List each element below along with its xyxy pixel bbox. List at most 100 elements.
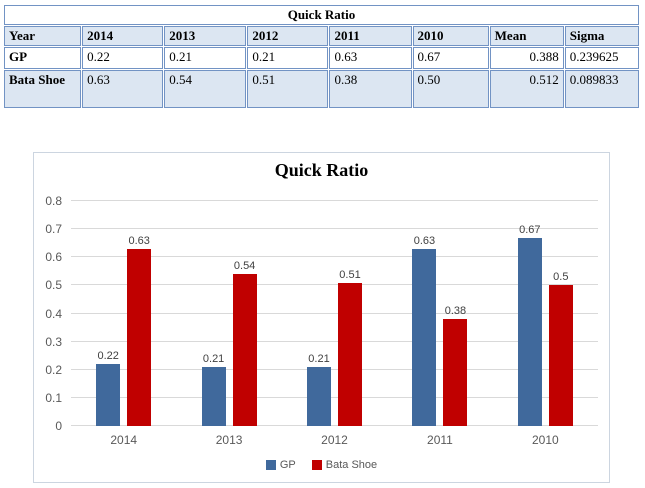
bar-gp	[412, 248, 437, 426]
table-title: Quick Ratio	[4, 5, 639, 25]
bar-group: 0.63 0.38	[387, 201, 492, 426]
cell-bata-mean: 0.512	[489, 70, 564, 108]
cell-bata-2014: 0.63	[82, 70, 164, 108]
bar-bata-shoe	[127, 248, 152, 426]
gridline	[71, 340, 598, 342]
x-tick-label: 2014	[110, 433, 138, 447]
y-tick-label: 0.3	[45, 334, 62, 349]
y-axis-labels: 0 0.1 0.2 0.3 0.4 0.5 0.6 0.7 0.8	[34, 195, 62, 432]
bar-column: 0.5	[548, 201, 573, 426]
legend-item-gp: GP	[265, 459, 296, 471]
bar-value-label: 0.5	[553, 271, 569, 284]
cell-bata-2010: 0.50	[412, 70, 489, 108]
bar-group: 0.21 0.51	[282, 201, 387, 426]
bar-gp	[517, 237, 542, 426]
table-row-bata-shoe: Bata Shoe 0.63 0.54 0.51 0.38 0.50 0.512…	[4, 70, 639, 108]
y-tick-label: 0.6	[45, 250, 62, 265]
x-tick-label: 2013	[215, 433, 243, 447]
chart-legend: GP Bata Shoe	[34, 459, 609, 471]
bar-group: 0.21 0.54	[176, 201, 281, 426]
header-2011: 2011	[329, 26, 412, 46]
bar-value-label: 0.51	[339, 268, 361, 281]
quick-ratio-table: Quick Ratio Year 2014 2013 2012 2011 201…	[3, 4, 640, 109]
bar-gp	[201, 366, 226, 426]
bar-column: 0.51	[338, 201, 363, 426]
legend-label: Bata Shoe	[325, 459, 378, 471]
cell-gp-mean: 0.388	[489, 47, 564, 69]
x-axis-labels: 2014 2013 2012 2011 2010	[71, 433, 598, 447]
gridline	[71, 368, 598, 370]
bar-column: 0.63	[412, 201, 437, 426]
gridline	[71, 200, 598, 201]
bar-bata-shoe	[232, 274, 257, 426]
cell-gp-sigma: 0.239625	[564, 47, 639, 69]
bar-bata-shoe	[548, 285, 573, 426]
bar-value-label: 0.38	[444, 305, 467, 318]
bar-value-label: 0.67	[519, 223, 541, 236]
y-tick-label: 0.2	[45, 362, 62, 377]
table-title-row: Quick Ratio	[4, 5, 639, 25]
y-tick-label: 0.1	[45, 390, 62, 405]
y-tick-label: 0.5	[45, 278, 62, 293]
cell-bata-2012: 0.51	[247, 70, 329, 108]
bar-column: 0.21	[201, 201, 226, 426]
table-header-row: Year 2014 2013 2012 2011 2010 Mean Sigma	[4, 26, 639, 46]
legend-item-bata-shoe: Bata Shoe	[311, 459, 378, 471]
header-2014: 2014	[82, 26, 164, 46]
bar-gp	[96, 364, 121, 426]
header-2012: 2012	[247, 26, 329, 46]
gridline	[71, 312, 598, 314]
x-tick-label: 2011	[427, 433, 453, 447]
bar-column: 0.38	[443, 201, 468, 426]
gridline	[71, 425, 598, 426]
cell-gp-2013: 0.21	[164, 47, 247, 69]
bar-value-label: 0.21	[202, 352, 225, 365]
row-label-gp: GP	[4, 47, 82, 69]
legend-swatch-icon	[311, 460, 322, 470]
bar-groups: 0.22 0.63 0.21 0.54 0.21 0.51 0.63 0.38 0.67 0.5	[71, 201, 598, 426]
gridline	[71, 228, 598, 230]
bar-column: 0.63	[127, 201, 152, 426]
header-2010: 2010	[412, 26, 489, 46]
y-tick-label: 0	[55, 419, 62, 433]
gridlines	[71, 200, 598, 426]
legend-label: GP	[279, 459, 296, 471]
bar-value-label: 0.54	[233, 260, 256, 273]
y-tick-label: 0.8	[45, 194, 62, 208]
y-tick-label: 0.7	[45, 222, 62, 237]
quick-ratio-chart: Quick Ratio 0 0.1 0.2 0.3 0.4 0.5 0.6 0.7 0.8 0.…	[33, 152, 610, 483]
legend-swatch-icon	[265, 460, 276, 470]
y-tick-label: 0.4	[45, 306, 62, 321]
bar-column: 0.54	[232, 201, 257, 426]
cell-bata-2013: 0.54	[164, 70, 247, 108]
bar-value-label: 0.63	[128, 234, 150, 247]
cell-bata-sigma: 0.089833	[564, 70, 639, 108]
table-row-gp: GP 0.22 0.21 0.21 0.63 0.67 0.388 0.2396…	[4, 47, 639, 69]
bar-group: 0.22 0.63	[71, 201, 176, 426]
cell-gp-2010: 0.67	[412, 47, 489, 69]
bar-bata-shoe	[443, 319, 468, 426]
x-tick-label: 2010	[531, 433, 559, 447]
header-year: Year	[4, 26, 82, 46]
row-label-bata-shoe: Bata Shoe	[4, 70, 82, 108]
cell-gp-2011: 0.63	[329, 47, 412, 69]
bar-group: 0.67 0.5	[493, 201, 598, 426]
bar-value-label: 0.21	[308, 352, 330, 365]
bar-bata-shoe	[338, 282, 363, 426]
bar-value-label: 0.22	[97, 350, 119, 363]
cell-gp-2012: 0.21	[247, 47, 329, 69]
chart-title: Quick Ratio	[274, 160, 369, 180]
gridline	[71, 284, 598, 286]
cell-gp-2014: 0.22	[82, 47, 164, 69]
bar-column: 0.21	[307, 201, 332, 426]
bar-value-label: 0.63	[413, 234, 436, 247]
header-sigma: Sigma	[564, 26, 639, 46]
header-mean: Mean	[489, 26, 564, 46]
bar-column: 0.67	[517, 201, 542, 426]
plot-area: 0.22 0.63 0.21 0.54 0.21 0.51 0.63 0.38 0.67 0.5	[71, 200, 598, 426]
gridline	[71, 396, 598, 398]
bar-column: 0.22	[96, 201, 121, 426]
cell-bata-2011: 0.38	[329, 70, 412, 108]
header-2013: 2013	[164, 26, 247, 46]
bar-gp	[307, 366, 332, 426]
